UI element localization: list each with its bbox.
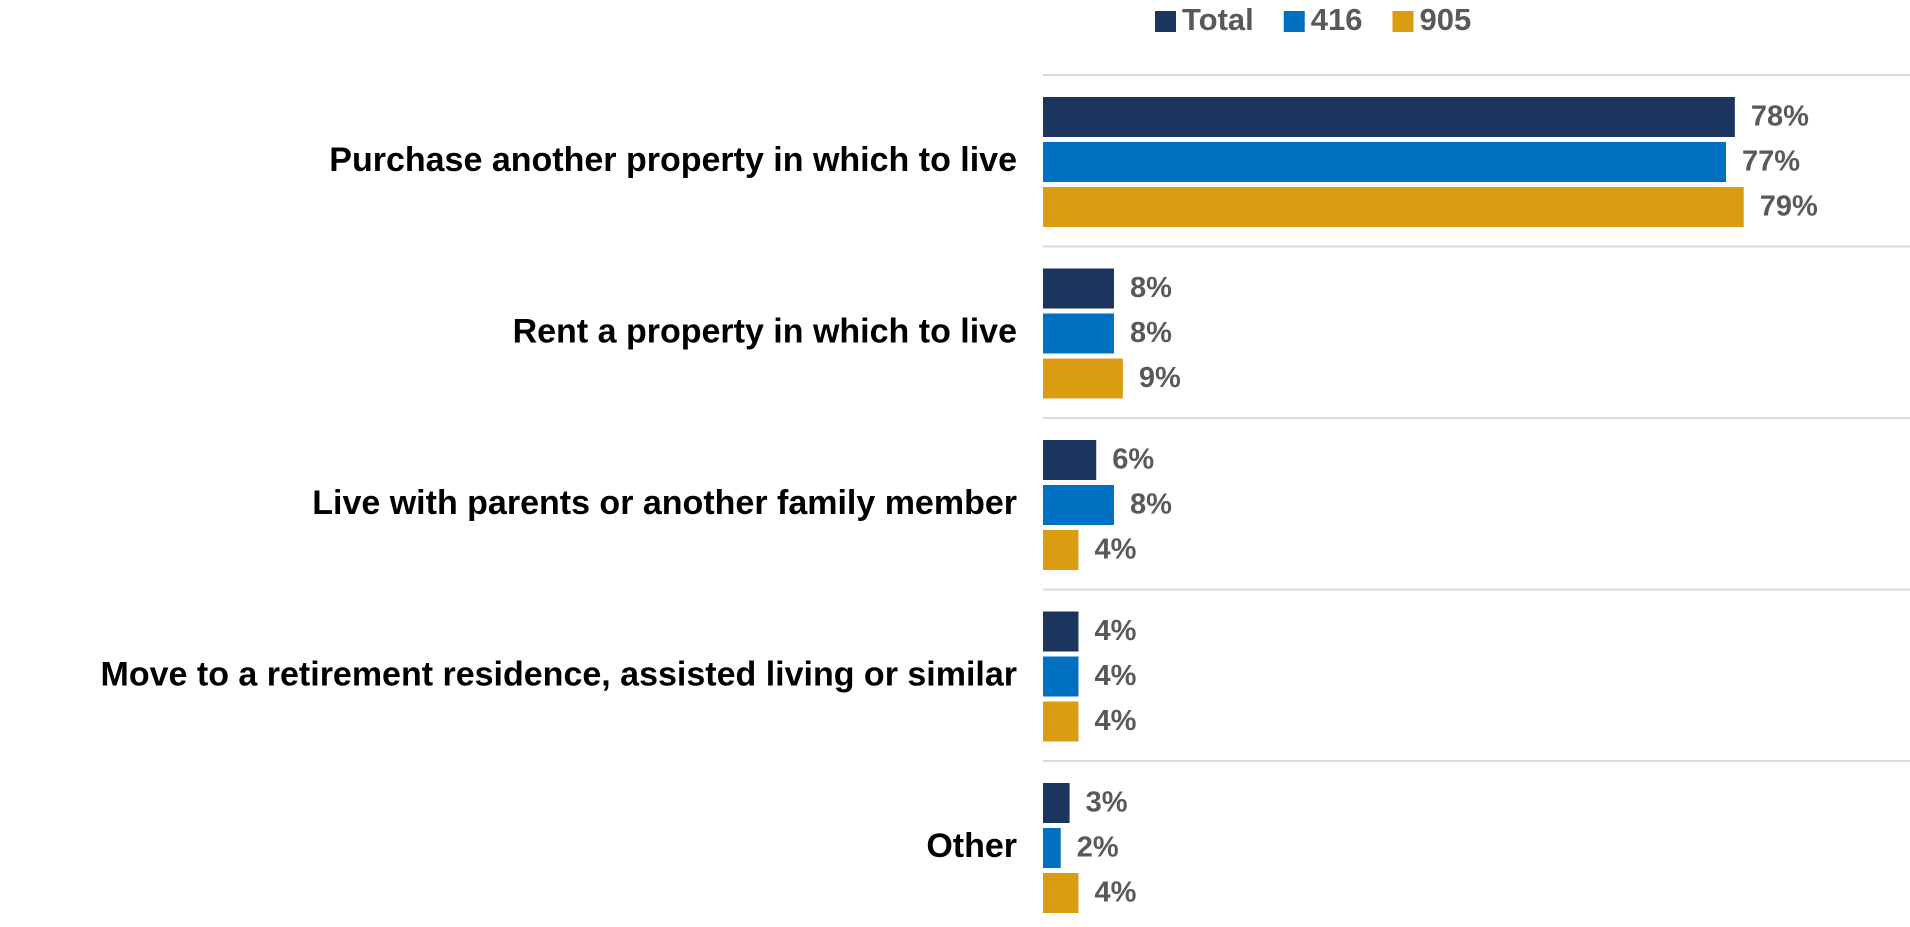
bar [1043, 313, 1114, 354]
bar [1043, 268, 1114, 309]
category-label: Move to a retirement residence, assisted… [101, 655, 1017, 693]
value-label: 4% [1094, 615, 1136, 647]
legend-swatch [1392, 11, 1414, 32]
bar [1043, 358, 1123, 399]
value-label: 4% [1094, 534, 1136, 566]
legend-swatch [1155, 11, 1176, 32]
legend-label: Total [1182, 2, 1254, 37]
category-label: Rent a property in which to live [513, 312, 1017, 350]
legend-label: 905 [1419, 2, 1471, 37]
value-label: 8% [1130, 489, 1172, 521]
value-label: 8% [1130, 272, 1172, 304]
value-label: 79% [1760, 191, 1818, 223]
bar [1043, 97, 1735, 137]
category-label: Purchase another property in which to li… [329, 141, 1017, 179]
value-label: 8% [1130, 317, 1172, 349]
bar [1043, 656, 1079, 697]
category-label: Other [926, 827, 1017, 865]
bar [1043, 142, 1726, 182]
legend-swatch [1283, 11, 1305, 32]
bar [1043, 828, 1061, 868]
category-label: Live with parents or another family memb… [312, 484, 1017, 522]
bar [1043, 530, 1079, 570]
bar [1043, 873, 1079, 913]
value-label: 4% [1094, 660, 1136, 692]
value-label: 9% [1139, 362, 1181, 394]
value-label: 4% [1094, 705, 1136, 737]
bar [1043, 783, 1070, 823]
value-label: 4% [1094, 877, 1136, 909]
legend-label: 416 [1311, 2, 1363, 37]
bar [1043, 611, 1079, 652]
bar [1043, 485, 1114, 525]
value-label: 78% [1751, 101, 1809, 133]
value-label: 2% [1077, 832, 1119, 864]
value-label: 6% [1112, 444, 1154, 476]
bar [1043, 440, 1097, 480]
value-label: 77% [1742, 146, 1800, 178]
bar [1043, 187, 1744, 227]
value-label: 3% [1086, 787, 1128, 819]
bar [1043, 701, 1079, 742]
